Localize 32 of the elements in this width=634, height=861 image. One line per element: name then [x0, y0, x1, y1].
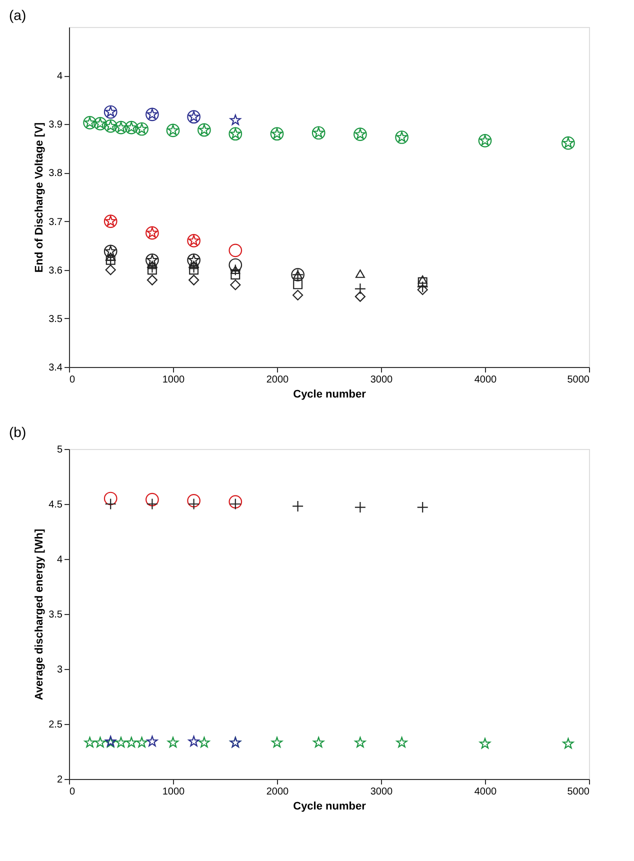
- y-tick-label: 3.8: [48, 168, 63, 180]
- y-tick-label: 4: [56, 554, 63, 566]
- x-tick-label: 2000: [266, 786, 290, 798]
- y-tick-label: 2.5: [48, 720, 63, 730]
- x-tick-label: 3000: [370, 786, 394, 798]
- x-tick-label: 3000: [370, 374, 394, 386]
- y-tick-label: 3.9: [48, 120, 63, 131]
- x-tick-label: 5000: [567, 786, 590, 798]
- y-tick-label: 3.7: [48, 216, 63, 228]
- x-tick-label: 2000: [266, 374, 290, 386]
- x-tick-label: 4000: [474, 786, 498, 798]
- x-tick-label: 0: [70, 786, 76, 798]
- y-tick-label: 3.6: [48, 265, 63, 276]
- x-axis-title: Cycle number: [293, 388, 367, 400]
- x-tick-label: 0: [70, 374, 76, 386]
- x-tick-label: 5000: [567, 374, 590, 386]
- y-tick-label: 3.5: [48, 314, 63, 325]
- y-tick-label: 4.5: [48, 500, 63, 510]
- y-tick-label: 5: [56, 444, 63, 456]
- x-tick-label: 1000: [162, 786, 186, 798]
- x-tick-label: 4000: [474, 374, 498, 386]
- chart-title: (b): [9, 424, 26, 440]
- x-axis-title: Cycle number: [293, 800, 367, 812]
- y-tick-label: 4: [56, 71, 63, 82]
- y-axis-title: Average discharged energy [Wh]: [34, 528, 46, 700]
- y-tick-label: 3.4: [48, 362, 63, 374]
- chart-title: (a): [9, 7, 26, 23]
- y-tick-label: 2: [56, 774, 63, 786]
- y-tick-label: 3: [56, 664, 63, 676]
- y-axis-title: End of Discharge Voltage [V]: [34, 122, 46, 273]
- x-tick-label: 1000: [162, 374, 186, 386]
- y-tick-label: 3.5: [48, 610, 63, 620]
